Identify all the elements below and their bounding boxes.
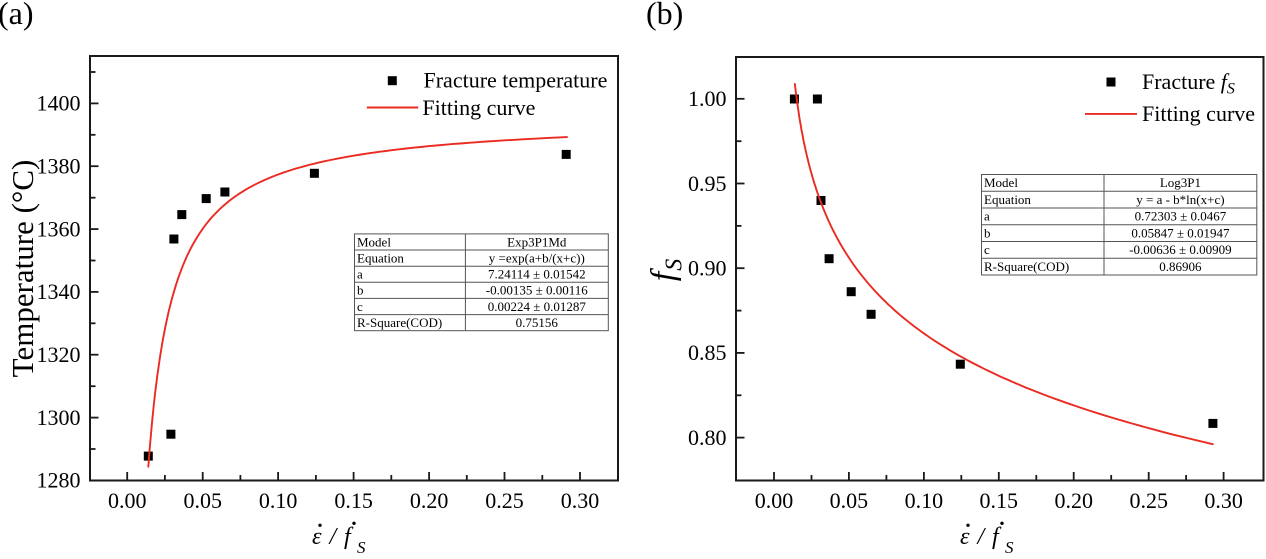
svg-text:0.85: 0.85 [688, 340, 727, 365]
svg-text:R-Square(COD): R-Square(COD) [984, 259, 1069, 274]
svg-text:0.00: 0.00 [108, 488, 147, 513]
svg-text:a: a [984, 209, 990, 224]
svg-text:Exp3P1Md: Exp3P1Md [507, 234, 567, 249]
svg-text:0.05847 ± 0.01947: 0.05847 ± 0.01947 [1131, 225, 1230, 240]
svg-text:0.15: 0.15 [980, 488, 1019, 513]
svg-text:1360: 1360 [37, 216, 81, 241]
svg-text:Fitting curve: Fitting curve [1142, 101, 1255, 126]
svg-text:Fracture temperature: Fracture temperature [424, 68, 608, 93]
svg-text:/: / [976, 524, 987, 550]
svg-text:0.10: 0.10 [259, 488, 298, 513]
svg-text:0.15: 0.15 [334, 488, 373, 513]
svg-text:0.80: 0.80 [688, 425, 727, 450]
svg-text:1320: 1320 [37, 342, 81, 367]
svg-text:y =exp(a+b/(x+c)): y =exp(a+b/(x+c)) [489, 250, 585, 265]
svg-text:Log3P1: Log3P1 [1160, 175, 1201, 190]
svg-text:Equation: Equation [357, 250, 404, 265]
svg-text:c: c [357, 299, 363, 314]
svg-text:1400: 1400 [37, 91, 81, 116]
svg-text:0.20: 0.20 [1054, 488, 1093, 513]
svg-text:(b): (b) [646, 0, 683, 31]
svg-text:0.10: 0.10 [905, 488, 944, 513]
svg-text:0.25: 0.25 [1129, 488, 1168, 513]
svg-text:1.00: 1.00 [688, 86, 727, 111]
svg-text:y = a - b*ln(x+c): y = a - b*ln(x+c) [1136, 192, 1224, 207]
svg-text:1280: 1280 [37, 468, 81, 493]
svg-text:ε: ε [960, 524, 970, 550]
svg-text:0.00: 0.00 [755, 488, 794, 513]
svg-text:0.30: 0.30 [561, 488, 600, 513]
svg-text:Fitting curve: Fitting curve [422, 95, 535, 120]
svg-text:0.30: 0.30 [1204, 488, 1243, 513]
svg-text:1300: 1300 [37, 405, 81, 430]
svg-text:S: S [1005, 538, 1014, 554]
svg-text:Fracture fS: Fracture fS [1142, 69, 1235, 98]
svg-text:f: f [344, 524, 354, 550]
svg-text:Temperature (°C): Temperature (°C) [5, 160, 40, 378]
svg-text:1380: 1380 [37, 154, 81, 179]
svg-text:f: f [992, 524, 1002, 550]
svg-text:1340: 1340 [37, 279, 81, 304]
svg-text:0.72303 ± 0.0467: 0.72303 ± 0.0467 [1135, 209, 1227, 224]
svg-text:a: a [357, 267, 363, 282]
svg-text:0.00224 ± 0.01287: 0.00224 ± 0.01287 [488, 299, 587, 314]
svg-text:-0.00135 ± 0.00116: -0.00135 ± 0.00116 [486, 283, 588, 298]
svg-text:b: b [357, 283, 364, 298]
svg-text:0.05: 0.05 [183, 488, 222, 513]
svg-text:(a): (a) [0, 0, 34, 31]
svg-text:-0.00636 ± 0.00909: -0.00636 ± 0.00909 [1129, 242, 1231, 257]
svg-text:Model: Model [984, 175, 1018, 190]
svg-text:0.90: 0.90 [688, 256, 727, 281]
svg-text:0.20: 0.20 [410, 488, 449, 513]
svg-text:ε: ε [312, 524, 322, 550]
svg-text:Model: Model [357, 234, 391, 249]
svg-text:7.24114 ± 0.01542: 7.24114 ± 0.01542 [488, 267, 586, 282]
svg-text:Equation: Equation [984, 192, 1031, 207]
svg-text:0.95: 0.95 [688, 171, 727, 196]
svg-text:0.25: 0.25 [485, 488, 524, 513]
svg-text:0.05: 0.05 [830, 488, 869, 513]
svg-text:c: c [984, 242, 990, 257]
svg-text:0.86906: 0.86906 [1159, 259, 1202, 274]
svg-text:R-Square(COD): R-Square(COD) [357, 315, 442, 330]
svg-text:S: S [357, 538, 366, 554]
svg-text:0.75156: 0.75156 [516, 315, 559, 330]
svg-text:b: b [984, 225, 991, 240]
svg-text:/: / [328, 524, 339, 550]
